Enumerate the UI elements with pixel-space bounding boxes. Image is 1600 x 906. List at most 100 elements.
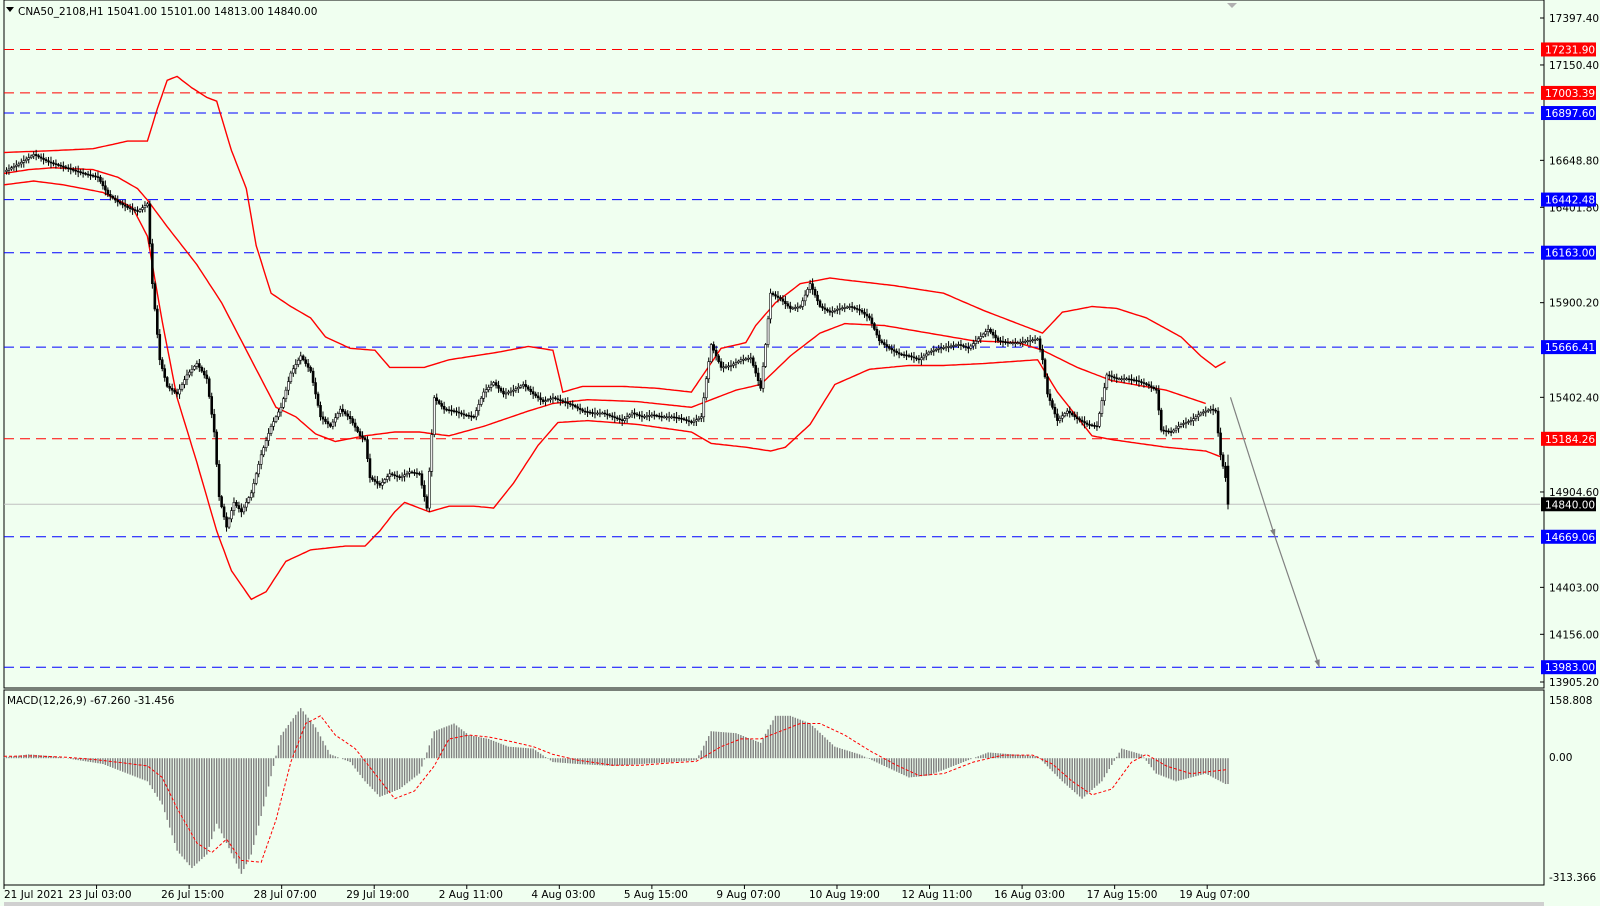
candle-body — [853, 307, 856, 309]
candle-body — [474, 410, 478, 418]
candle-body — [981, 333, 985, 337]
candle-body — [99, 176, 102, 182]
candle-body — [934, 348, 938, 351]
candle-body — [5, 169, 8, 172]
candle-body — [413, 472, 416, 474]
candle-body — [74, 169, 78, 172]
candle-body — [732, 363, 735, 366]
candle-body — [492, 382, 495, 386]
candle-body — [195, 363, 199, 367]
candle-body — [578, 407, 582, 410]
candle-body — [774, 294, 777, 297]
candle-body — [771, 292, 775, 295]
macd-signal-line — [4, 715, 1228, 863]
candle-body — [564, 401, 567, 403]
candle-body — [32, 154, 35, 157]
candle-body — [86, 173, 90, 176]
candle-body — [581, 409, 584, 412]
candle-body — [479, 397, 483, 405]
candle-body — [1142, 382, 1146, 384]
candle-body — [1224, 465, 1227, 478]
candle-body — [962, 345, 965, 347]
candle-body — [96, 176, 100, 178]
candle-body — [1177, 426, 1180, 429]
candle-body — [608, 414, 612, 417]
candle-body — [321, 416, 325, 420]
candle-body — [1068, 410, 1072, 414]
candle-body — [54, 163, 58, 165]
candle-body — [91, 175, 95, 177]
candle-body — [1038, 338, 1042, 350]
candle-body — [447, 409, 451, 411]
candle-body — [677, 417, 681, 420]
candle-body — [400, 475, 404, 478]
candle-body — [944, 346, 948, 349]
horizontal-scrollbar[interactable] — [4, 902, 1544, 906]
candle-body — [803, 294, 807, 302]
chart-shift-icon[interactable] — [1227, 3, 1237, 8]
candle-body — [524, 384, 528, 388]
candle-body — [954, 344, 958, 347]
candle-body — [123, 204, 127, 207]
candle-body — [257, 464, 260, 475]
candle-body — [660, 416, 664, 418]
candle-body — [1061, 415, 1064, 419]
candle-body — [591, 412, 594, 414]
candle-body — [237, 505, 241, 509]
candle-body — [672, 416, 676, 419]
candle-body — [551, 397, 555, 400]
candle-body — [405, 473, 409, 476]
triangle-down-icon[interactable] — [6, 7, 14, 12]
candle-body — [467, 415, 471, 417]
candle-body — [1036, 338, 1039, 341]
candle-body — [1063, 413, 1067, 417]
macd-panel-frame — [3, 689, 1545, 886]
candle-body — [521, 384, 525, 387]
macd-bottom-label: -313.366 — [1549, 872, 1597, 884]
candle-body — [554, 397, 557, 400]
candle-body — [1162, 429, 1166, 432]
candle-body — [905, 354, 908, 357]
candle-body — [324, 418, 327, 422]
candle-body — [897, 352, 901, 355]
y-tick-label: 15402.40 — [1549, 392, 1599, 404]
candle-body — [190, 368, 194, 373]
x-tick-label: 16 Aug 03:00 — [994, 889, 1065, 901]
main-panel-frame — [3, 0, 1545, 689]
x-tick-label: 19 Aug 07:00 — [1179, 889, 1250, 901]
candle-body — [974, 340, 978, 344]
candle-body — [1122, 378, 1126, 381]
candle-body — [754, 365, 758, 374]
candle-body — [561, 400, 565, 402]
macd-panel[interactable]: MACD(12,26,9) -67.260 -31.456 158.808 0.… — [3, 689, 1597, 886]
candle-body — [212, 413, 216, 433]
candle-body — [697, 417, 701, 420]
candle-body — [1090, 424, 1094, 427]
main-price-panel[interactable]: CNA50_2108,H1 15041.00 15101.00 14813.00… — [3, 0, 1545, 689]
candle-body — [917, 358, 921, 361]
x-tick-label: 9 Aug 07:00 — [716, 889, 780, 901]
bollinger-upper-line — [3, 75, 1226, 393]
candle-body — [403, 474, 406, 477]
candle-body — [653, 414, 656, 417]
price-tag-bg — [1541, 529, 1596, 544]
candle-body — [573, 405, 577, 408]
candle-body — [44, 159, 48, 162]
candle-body — [334, 417, 337, 423]
candle-body — [52, 162, 55, 165]
candle-body — [494, 382, 498, 386]
candle-body — [289, 372, 293, 382]
candle-body — [700, 416, 703, 419]
candle-body — [709, 344, 713, 362]
candle-body — [316, 393, 320, 406]
candle-body — [529, 388, 532, 392]
candle-body — [1206, 409, 1210, 412]
candle-body — [957, 344, 960, 346]
candle-body — [845, 306, 849, 309]
candle-body — [534, 393, 537, 397]
candle-body — [643, 416, 646, 418]
candle-body — [138, 209, 142, 212]
candle-body — [1147, 384, 1151, 387]
candle-body — [769, 292, 772, 320]
candle-body — [1127, 378, 1131, 381]
